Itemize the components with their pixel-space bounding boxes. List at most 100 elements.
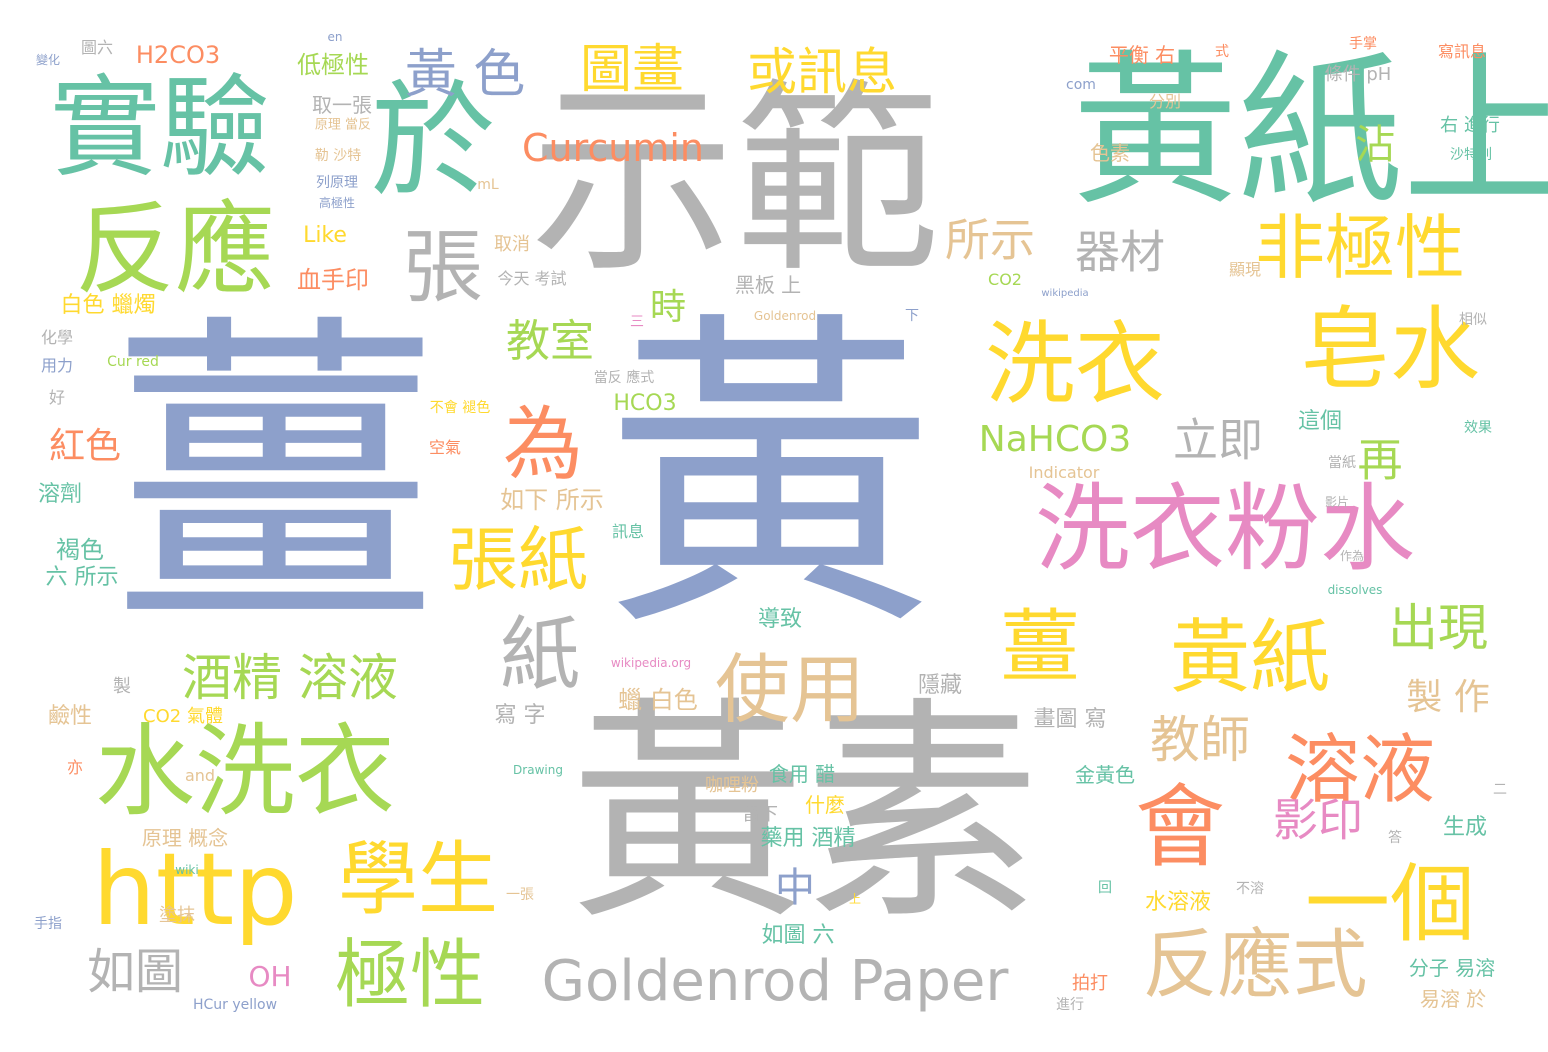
cloud-word-學生: 學生: [338, 833, 498, 926]
cloud-word-沙特列: 沙特列: [1450, 147, 1492, 163]
cloud-word-反應: 反應: [75, 191, 275, 308]
cloud-word-咖哩粉: 咖哩粉: [705, 775, 759, 796]
cloud-word-黑板-上: 黑板 上: [734, 273, 802, 297]
cloud-word-上: 上: [848, 892, 862, 906]
cloud-word-回: 回: [1098, 880, 1112, 896]
cloud-word-紙: 紙: [500, 608, 580, 701]
cloud-word-黃紙: 黃紙: [1170, 611, 1330, 704]
cloud-word-不會-褪色: 不會 褪色: [429, 400, 491, 416]
cloud-word-com: com: [1066, 77, 1096, 93]
cloud-word-訊息: 訊息: [611, 522, 645, 541]
cloud-word-非極性: 非極性: [1255, 207, 1465, 289]
cloud-word-再: 再: [1357, 433, 1403, 487]
cloud-word-中: 中: [775, 865, 815, 911]
cloud-word-塗抹: 塗抹: [159, 905, 195, 926]
cloud-word-當反-應式: 當反 應式: [593, 370, 655, 386]
cloud-word-平衡-右: 平衡 右: [1108, 43, 1176, 67]
cloud-word-用力: 用力: [40, 356, 74, 375]
cloud-word-蠟-白色: 蠟 白色: [618, 686, 698, 714]
cloud-word-時: 時: [649, 287, 687, 328]
cloud-word-分子-易溶: 分子 易溶: [1408, 956, 1496, 980]
cloud-word-手掌: 手掌: [1349, 36, 1377, 52]
cloud-word-薑: 薑: [1000, 601, 1080, 694]
cloud-word-右-進行: 右 進行: [1440, 115, 1500, 136]
cloud-word-水溶液: 水溶液: [1144, 890, 1212, 915]
cloud-word-皂水: 皂水: [1300, 297, 1480, 402]
cloud-word-洗衣粉水: 洗衣粉水: [1034, 474, 1416, 585]
cloud-word-化學: 化學: [40, 328, 74, 347]
cloud-word-co2: CO2: [988, 270, 1022, 289]
cloud-word-易溶-於: 易溶 於: [1419, 987, 1487, 1011]
cloud-word-生成: 生成: [1442, 815, 1488, 840]
cloud-word-wikipedia: wikipedia: [1041, 288, 1089, 299]
cloud-word-拍打: 拍打: [1072, 973, 1108, 994]
cloud-word-出現: 出現: [1388, 599, 1488, 657]
cloud-word-水洗衣: 水洗衣: [95, 713, 395, 830]
cloud-word-ml: mL: [477, 177, 499, 193]
cloud-glyph-1: 薑: [110, 288, 440, 672]
cloud-word-三: 三: [630, 314, 644, 330]
cloud-word-indicator: Indicator: [1028, 463, 1100, 482]
cloud-word-cur-red: Cur red: [107, 354, 159, 370]
cloud-word-h2co3: H2CO3: [135, 41, 221, 69]
cloud-word-一張: 一張: [506, 887, 534, 903]
cloud-word-好: 好: [48, 388, 66, 407]
cloud-word-使用: 使用: [714, 645, 866, 734]
cloud-word-或訊息: 或訊息: [747, 43, 897, 101]
cloud-word-示範: 示範: [530, 62, 940, 301]
cloud-word-hco3: HCO3: [613, 391, 677, 416]
cloud-word-取消: 取消: [494, 234, 530, 255]
cloud-word-金黃色: 金黃色: [1075, 763, 1135, 787]
cloud-word-六-所示: 六 所示: [45, 565, 119, 590]
cloud-word-黃紙上: 黃紙上: [1072, 35, 1548, 228]
cloud-word-於: 於: [370, 69, 496, 215]
cloud-glyph-2: 黃: [605, 286, 935, 670]
cloud-word-wikipedia-org: wikipedia.org: [610, 656, 692, 670]
cloud-word-dissolves: dissolves: [1327, 583, 1383, 597]
cloud-word-空氣: 空氣: [428, 438, 462, 457]
cloud-word-勒-沙特: 勒 沙特: [314, 148, 362, 164]
cloud-word-式: 式: [1215, 44, 1229, 60]
cloud-word-教室: 教室: [506, 316, 594, 367]
cloud-word-反應式: 反應式: [1142, 920, 1368, 1009]
cloud-word-極性: 極性: [334, 930, 486, 1019]
cloud-word-張: 張: [403, 221, 483, 314]
cloud-word-drawing: Drawing: [513, 763, 563, 777]
cloud-word-紅色: 紅色: [48, 426, 122, 467]
cloud-word-答: 答: [1388, 830, 1402, 846]
cloud-word-影片: 影片: [1324, 495, 1350, 509]
cloud-word-溶劑: 溶劑: [37, 482, 83, 507]
cloud-word-二: 二: [1493, 782, 1507, 798]
cloud-word-如圖: 如圖: [86, 944, 184, 1000]
cloud-word-nahco3: NaHCO3: [978, 419, 1132, 460]
cloud-word-高極性: 高極性: [318, 196, 356, 210]
cloud-word-這個: 這個: [1297, 409, 1343, 434]
cloud-word-隱藏: 隱藏: [917, 673, 963, 698]
cloud-word-沾: 沾: [1355, 122, 1395, 168]
cloud-word-goldenrod: Goldenrod: [753, 309, 817, 323]
cloud-word-當紙: 當紙: [1328, 455, 1356, 471]
cloud-word-亦: 亦: [66, 758, 84, 777]
cloud-word-列原理: 列原理: [316, 175, 358, 191]
cloud-word-溶液: 溶液: [1284, 725, 1436, 814]
cloud-word-一個: 一個: [1304, 855, 1476, 955]
cloud-word-分別: 分別: [1148, 92, 1182, 111]
cloud-word-http: http: [92, 831, 298, 948]
cloud-word-手指: 手指: [34, 916, 62, 932]
cloud-word-圖畫: 圖畫: [579, 40, 685, 100]
cloud-word-教師: 教師: [1150, 711, 1250, 769]
cloud-word-鹼性: 鹼性: [47, 704, 93, 729]
cloud-word-如圖-六: 如圖 六: [761, 923, 835, 948]
cloud-word-寫-字: 寫 字: [494, 703, 546, 728]
cloud-word-相似: 相似: [1459, 312, 1487, 328]
cloud-word-顯現: 顯現: [1228, 260, 1262, 279]
cloud-word-製: 製: [113, 676, 131, 697]
cloud-word-白色-蠟燭: 白色 蠟燭: [60, 293, 156, 318]
cloud-word-黃-色: 黃 色: [404, 45, 526, 105]
cloud-word-取一張: 取一張: [312, 93, 372, 117]
cloud-word-圖六: 圖六: [80, 38, 114, 57]
cloud-word-效果: 效果: [1464, 420, 1492, 436]
cloud-word-影印: 影印: [1272, 793, 1364, 847]
cloud-word-原理-概念: 原理 概念: [141, 826, 229, 850]
